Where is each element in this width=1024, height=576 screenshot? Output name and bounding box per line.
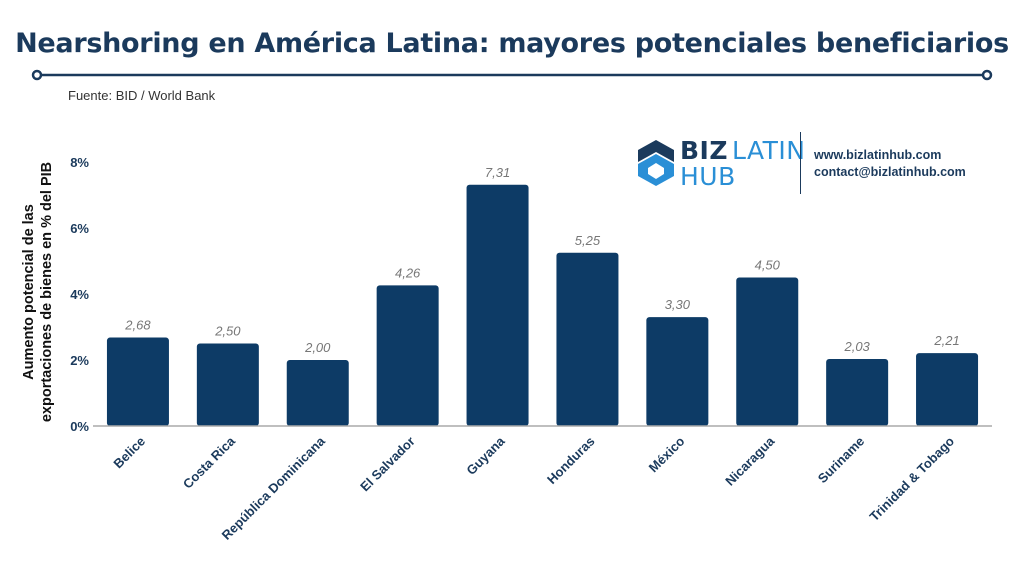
- y-tick-label: 6%: [70, 221, 89, 236]
- page-title: Nearshoring en América Latina: mayores p…: [15, 28, 1009, 59]
- logo-biz-text: BIZ: [680, 136, 728, 165]
- x-tick-label: Suriname: [815, 434, 868, 487]
- website-text: www.bizlatinhub.com: [814, 148, 942, 162]
- bar-value-label: 4,26: [395, 265, 421, 280]
- bar: [736, 277, 799, 426]
- x-tick-label: Trinidad & Tobago: [867, 433, 958, 524]
- bar-value-label: 7,31: [485, 165, 510, 180]
- x-tick-label: Guyana: [463, 433, 508, 478]
- bar-value-label: 2,68: [124, 318, 151, 333]
- x-tick-label: Belice: [110, 434, 148, 472]
- bar: [286, 360, 349, 426]
- bar: [916, 353, 979, 426]
- y-tick-label: 4%: [70, 287, 89, 302]
- bar: [826, 359, 889, 426]
- bar: [646, 317, 709, 426]
- y-tick-label: 0%: [70, 419, 89, 434]
- bar: [376, 285, 439, 426]
- logo-latin-text: LATIN: [732, 136, 806, 165]
- x-tick-label: El Salvador: [357, 434, 418, 495]
- logo-hub-text: HUB: [680, 162, 736, 191]
- y-tick-label: 2%: [70, 353, 89, 368]
- y-axis-label-line2: exportaciones de bienes en % del PIB: [39, 162, 55, 422]
- logo-divider: [800, 132, 801, 194]
- bar-value-label: 5,25: [575, 233, 601, 248]
- bar: [106, 337, 169, 426]
- bar-value-label: 4,50: [755, 258, 781, 273]
- x-tick-label: Costa Rica: [180, 433, 239, 492]
- bar-value-label: 2,00: [304, 340, 331, 355]
- brand-logo: BIZ LATIN HUB www.bizlatinhub.com contac…: [636, 132, 1016, 194]
- x-tick-label: Nicaragua: [722, 433, 778, 489]
- x-tick-label: Honduras: [544, 434, 598, 488]
- bar-value-label: 2,50: [214, 324, 241, 339]
- x-tick-label: República Dominicana: [219, 433, 329, 543]
- bar-value-label: 3,30: [665, 297, 691, 312]
- y-axis-label-line1: Aumento potencial de las: [21, 204, 37, 380]
- bar-value-label: 2,03: [843, 339, 870, 354]
- y-tick-label: 8%: [70, 155, 89, 170]
- bar: [196, 343, 259, 426]
- bar-value-label: 2,21: [933, 333, 959, 348]
- bar: [556, 252, 619, 426]
- bizlatinhub-logo-icon: [638, 140, 674, 186]
- bar: [466, 184, 529, 426]
- email-text: contact@bizlatinhub.com: [814, 165, 966, 179]
- source-note: Fuente: BID / World Bank: [68, 88, 216, 103]
- x-tick-label: México: [646, 433, 688, 475]
